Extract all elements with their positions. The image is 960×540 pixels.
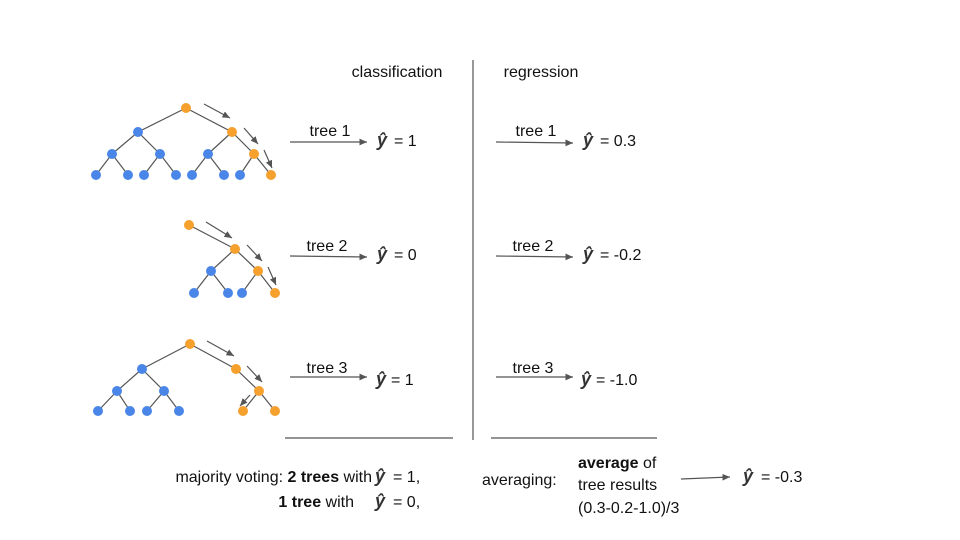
tree1-node	[171, 170, 181, 180]
tree1-edge	[231, 131, 255, 155]
tree1-path-arrow	[243, 127, 259, 145]
tree2-node	[237, 288, 247, 298]
regression-header: regression	[504, 64, 579, 81]
tree3-path-node	[254, 386, 264, 396]
tree1-edge	[207, 131, 233, 155]
tree3-path-node	[270, 406, 280, 416]
tree1-path-node	[266, 170, 276, 180]
summary-yhat-2: ŷ	[374, 491, 386, 511]
tree2-path-arrow	[205, 221, 233, 239]
tree3-reg-value: = -1.0	[596, 372, 637, 389]
tree2-node	[189, 288, 199, 298]
tree1-edge	[185, 107, 233, 133]
tree3-edge	[189, 343, 237, 370]
tree1-path-node	[249, 149, 259, 159]
final-value: = -0.3	[761, 469, 802, 486]
summary-value-2: = 0,	[393, 494, 420, 511]
tree3-node	[159, 386, 169, 396]
tree3-path-arrow	[239, 394, 251, 407]
tree2-node	[206, 266, 216, 276]
tree3-path-node	[185, 339, 195, 349]
tree1-node	[133, 127, 143, 137]
tree3-node	[137, 364, 147, 374]
tree1-node	[203, 149, 213, 159]
tree1-path-arrow	[263, 149, 273, 169]
tree3-node	[142, 406, 152, 416]
tree2-path-node	[253, 266, 263, 276]
classification-header: classification	[352, 64, 443, 81]
tree3-node	[174, 406, 184, 416]
tree2-class-label: tree 2	[307, 238, 348, 255]
average-of-line: average of	[578, 455, 657, 472]
tree2-path-node	[270, 288, 280, 298]
tree1-reg-arrow	[495, 139, 574, 147]
tree1-reg-value: = 0.3	[600, 133, 636, 150]
averaging-label: averaging:	[482, 472, 557, 489]
tree2-class-value: = 0	[394, 247, 417, 264]
tree3-path-node	[238, 406, 248, 416]
tree2-edge	[210, 248, 236, 272]
tree2-node	[223, 288, 233, 298]
tree3-reg-yhat: ŷ	[580, 369, 592, 389]
tree3-path-node	[231, 364, 241, 374]
tree1-node	[107, 149, 117, 159]
tree1-node	[123, 170, 133, 180]
tree1-path-node	[181, 103, 191, 113]
decision-trees	[91, 103, 280, 416]
average-formula: (0.3-0.2-1.0)/3	[578, 500, 679, 517]
tree1-node	[235, 170, 245, 180]
tree1-node	[139, 170, 149, 180]
tree2-class-arrow	[289, 253, 368, 261]
tree2-reg-value: = -0.2	[600, 247, 641, 264]
tree1-edge	[111, 131, 139, 155]
tree1-class-value: = 1	[394, 133, 417, 150]
tree1-path-arrow	[203, 103, 231, 119]
tree2-class-yhat: ŷ	[376, 244, 388, 264]
tree3-path-arrow	[206, 340, 235, 357]
summary-value-1: = 1,	[393, 469, 420, 486]
tree3-edge	[116, 368, 143, 392]
tree3-class-value: = 1	[391, 372, 414, 389]
classification-summary-line2: 1 tree with	[278, 494, 354, 511]
tree2-path-node	[184, 220, 194, 230]
tree3-edge	[141, 368, 165, 392]
tree1-node	[91, 170, 101, 180]
tree3-path-arrow	[246, 365, 263, 383]
tree3-edge	[235, 368, 260, 392]
tree3-edge	[141, 343, 191, 370]
tree1-node	[155, 149, 165, 159]
tree1-node	[187, 170, 197, 180]
tree2-reg-yhat: ŷ	[582, 244, 594, 264]
averaging-arrow	[680, 473, 731, 481]
final-yhat: ŷ	[742, 466, 754, 486]
tree2-path-arrow	[267, 266, 277, 286]
tree2-reg-arrow	[495, 253, 574, 261]
tree3-node	[125, 406, 135, 416]
tree2-path-node	[230, 244, 240, 254]
tree1-path-node	[227, 127, 237, 137]
tree1-edge	[137, 131, 161, 155]
tree1-edge	[137, 107, 187, 133]
tree1-reg-label: tree 1	[516, 123, 557, 140]
tree2-reg-label: tree 2	[513, 238, 554, 255]
tree3-class-label: tree 3	[307, 360, 348, 377]
tree1-class-yhat: ŷ	[376, 130, 388, 150]
tree1-reg-yhat: ŷ	[582, 130, 594, 150]
tree3-reg-label: tree 3	[513, 360, 554, 377]
tree1-node	[219, 170, 229, 180]
classification-summary-line1: majority voting: 2 trees with	[175, 469, 372, 486]
tree2-path-arrow	[246, 244, 263, 262]
tree3-node	[93, 406, 103, 416]
tree1-class-label: tree 1	[310, 123, 351, 140]
tree2-edge	[188, 224, 236, 250]
tree3-class-yhat: ŷ	[375, 369, 387, 389]
tree3-node	[112, 386, 122, 396]
tree2-edge	[234, 248, 259, 272]
tree-results-line: tree results	[578, 477, 657, 494]
summary-yhat-1: ŷ	[374, 466, 386, 486]
